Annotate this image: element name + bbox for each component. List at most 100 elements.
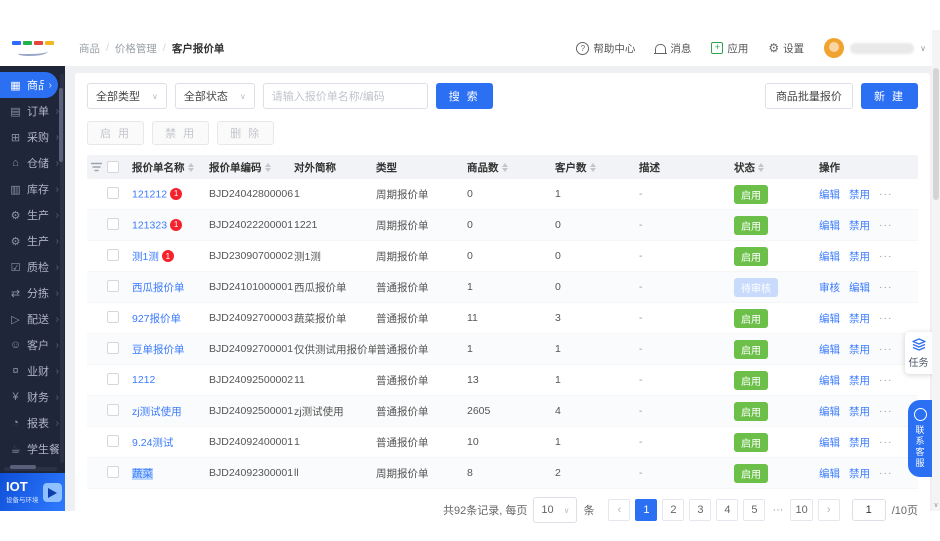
more-actions[interactable]: ··· bbox=[879, 374, 893, 386]
task-widget[interactable]: 任务 bbox=[905, 332, 932, 374]
quote-name-link[interactable]: 测1测 bbox=[132, 250, 159, 263]
sort-icon[interactable] bbox=[264, 162, 271, 172]
row-checkbox[interactable] bbox=[107, 217, 119, 230]
quote-name-link[interactable]: 9.24测试 bbox=[132, 436, 174, 449]
scroll-down-arrow[interactable]: ∨ bbox=[933, 502, 939, 509]
row-checkbox[interactable] bbox=[107, 341, 119, 354]
company-logo[interactable] bbox=[0, 30, 65, 66]
more-actions[interactable]: ··· bbox=[879, 343, 893, 355]
sort-icon[interactable] bbox=[589, 162, 596, 172]
sidebar-item-inventory[interactable]: ▥ 库存 › bbox=[0, 176, 65, 202]
disable-link[interactable]: 禁用 bbox=[849, 374, 870, 387]
help-center-button[interactable]: ? 帮助中心 bbox=[576, 41, 635, 56]
row-checkbox[interactable] bbox=[107, 279, 119, 292]
quote-name-link[interactable]: 蔬菜 bbox=[132, 467, 153, 480]
page-jump-input[interactable]: 1 bbox=[851, 499, 886, 521]
delete-button[interactable]: 删 除 bbox=[217, 121, 275, 145]
edit-link[interactable]: 编辑 bbox=[819, 219, 840, 232]
more-actions[interactable]: ··· bbox=[879, 219, 893, 231]
col-header-status[interactable]: 状态 bbox=[734, 160, 819, 175]
sidebar-item-goods[interactable]: ▦ 商品 › bbox=[0, 72, 58, 98]
sidebar-item-delivery[interactable]: ▷ 配送 › bbox=[0, 306, 65, 332]
sidebar-item-customers[interactable]: ☺ 客户 › bbox=[0, 332, 65, 358]
sidebar-item-finance[interactable]: ¥ 财务 › bbox=[0, 384, 65, 410]
page-button-1[interactable]: 1 bbox=[635, 499, 658, 521]
col-header-name[interactable]: 报价单名称 bbox=[132, 160, 209, 175]
edit-link[interactable]: 编辑 bbox=[849, 281, 870, 294]
sidebar-item-reports[interactable]: ◔ 报表 › bbox=[0, 410, 65, 436]
search-button[interactable]: 搜 索 bbox=[435, 83, 493, 109]
sort-icon[interactable] bbox=[501, 162, 508, 172]
disable-link[interactable]: 禁用 bbox=[849, 219, 870, 232]
apps-button[interactable]: + 应用 bbox=[711, 41, 748, 56]
row-checkbox[interactable] bbox=[107, 403, 119, 416]
sidebar-item-purchase[interactable]: ⊞ 采购 › bbox=[0, 124, 65, 150]
sort-icon[interactable] bbox=[187, 162, 194, 172]
edit-link[interactable]: 编辑 bbox=[819, 312, 840, 325]
enable-button[interactable]: 启 用 bbox=[87, 121, 145, 145]
sidebar-hscrollbar-thumb[interactable] bbox=[10, 465, 36, 469]
disable-link[interactable]: 禁用 bbox=[849, 405, 870, 418]
breadcrumb-price-management[interactable]: 价格管理 bbox=[114, 42, 157, 55]
more-actions[interactable]: ··· bbox=[879, 467, 893, 479]
search-input[interactable]: 请输入报价单名称/编码 bbox=[262, 83, 428, 109]
page-button-10[interactable]: 10 bbox=[790, 499, 813, 521]
more-actions[interactable]: ··· bbox=[879, 250, 893, 262]
disable-link[interactable]: 禁用 bbox=[849, 312, 870, 325]
page-button-3[interactable]: 3 bbox=[689, 499, 712, 521]
sidebar-item-orders[interactable]: ▤ 订单 › bbox=[0, 98, 65, 124]
column-filter-icon[interactable] bbox=[87, 162, 107, 172]
sidebar-item-biz-finance[interactable]: ¤ 业财 › bbox=[0, 358, 65, 384]
edit-link[interactable]: 编辑 bbox=[819, 343, 840, 356]
sidebar-hscrollbar-track[interactable] bbox=[4, 465, 57, 471]
page-button-4[interactable]: 4 bbox=[716, 499, 739, 521]
page-ellipsis[interactable]: ··· bbox=[772, 504, 784, 516]
edit-link[interactable]: 编辑 bbox=[819, 405, 840, 418]
next-page-button[interactable]: › bbox=[817, 499, 840, 521]
col-header-code[interactable]: 报价单编码 bbox=[209, 160, 294, 175]
row-checkbox[interactable] bbox=[107, 310, 119, 323]
quote-name-link[interactable]: 121212 bbox=[132, 188, 168, 201]
sidebar-scrollbar-track[interactable] bbox=[59, 74, 64, 463]
sidebar-item-warehouse[interactable]: ⌂ 仓储 › bbox=[0, 150, 65, 176]
quote-name-link[interactable]: 121323 bbox=[132, 219, 168, 232]
col-header-customer-count[interactable]: 客户数 bbox=[555, 160, 639, 175]
edit-link[interactable]: 编辑 bbox=[819, 436, 840, 449]
col-header-goods-count[interactable]: 商品数 bbox=[467, 160, 555, 175]
more-actions[interactable]: ··· bbox=[879, 405, 893, 417]
disable-link[interactable]: 禁用 bbox=[849, 188, 870, 201]
more-actions[interactable]: ··· bbox=[879, 281, 893, 293]
disable-link[interactable]: 禁用 bbox=[849, 467, 870, 480]
edit-link[interactable]: 编辑 bbox=[819, 374, 840, 387]
sidebar-item-production-1[interactable]: ⚙ 生产 › bbox=[0, 202, 65, 228]
breadcrumb-goods[interactable]: 商品 bbox=[79, 42, 100, 55]
row-checkbox[interactable] bbox=[107, 465, 119, 478]
edit-link[interactable]: 编辑 bbox=[819, 467, 840, 480]
quote-name-link[interactable]: 西瓜报价单 bbox=[132, 281, 185, 294]
contact-support-button[interactable]: 联系客服 bbox=[908, 400, 932, 477]
sidebar-item-quality[interactable]: ☑ 质检 › bbox=[0, 254, 65, 280]
row-checkbox[interactable] bbox=[107, 434, 119, 447]
create-button[interactable]: 新 建 bbox=[860, 83, 918, 109]
sidebar-item-sorting[interactable]: ⇄ 分拣 › bbox=[0, 280, 65, 306]
quote-name-link[interactable]: 豆单报价单 bbox=[132, 343, 185, 356]
row-checkbox[interactable] bbox=[107, 248, 119, 261]
disable-button[interactable]: 禁 用 bbox=[152, 121, 210, 145]
edit-link[interactable]: 编辑 bbox=[819, 250, 840, 263]
main-scrollbar-track[interactable]: ∨ bbox=[932, 30, 940, 511]
disable-link[interactable]: 禁用 bbox=[849, 250, 870, 263]
prev-page-button[interactable]: ‹ bbox=[608, 499, 631, 521]
row-checkbox[interactable] bbox=[107, 186, 119, 199]
messages-button[interactable]: 消息 bbox=[654, 41, 691, 56]
more-actions[interactable]: ··· bbox=[879, 436, 893, 448]
type-select[interactable]: 全部类型 ∨ bbox=[87, 83, 167, 109]
iot-banner[interactable]: IOT 设备与环境 bbox=[0, 473, 65, 511]
sidebar-scrollbar-thumb[interactable] bbox=[59, 88, 63, 162]
sort-icon[interactable] bbox=[758, 162, 764, 172]
sidebar-item-production-2[interactable]: ⚙ 生产 › bbox=[0, 228, 65, 254]
more-actions[interactable]: ··· bbox=[879, 188, 893, 200]
user-menu[interactable]: ∨ bbox=[824, 38, 926, 58]
select-all-checkbox[interactable] bbox=[107, 161, 119, 173]
batch-quote-button[interactable]: 商品批量报价 bbox=[764, 83, 853, 109]
quote-name-link[interactable]: 1212 bbox=[132, 374, 156, 386]
